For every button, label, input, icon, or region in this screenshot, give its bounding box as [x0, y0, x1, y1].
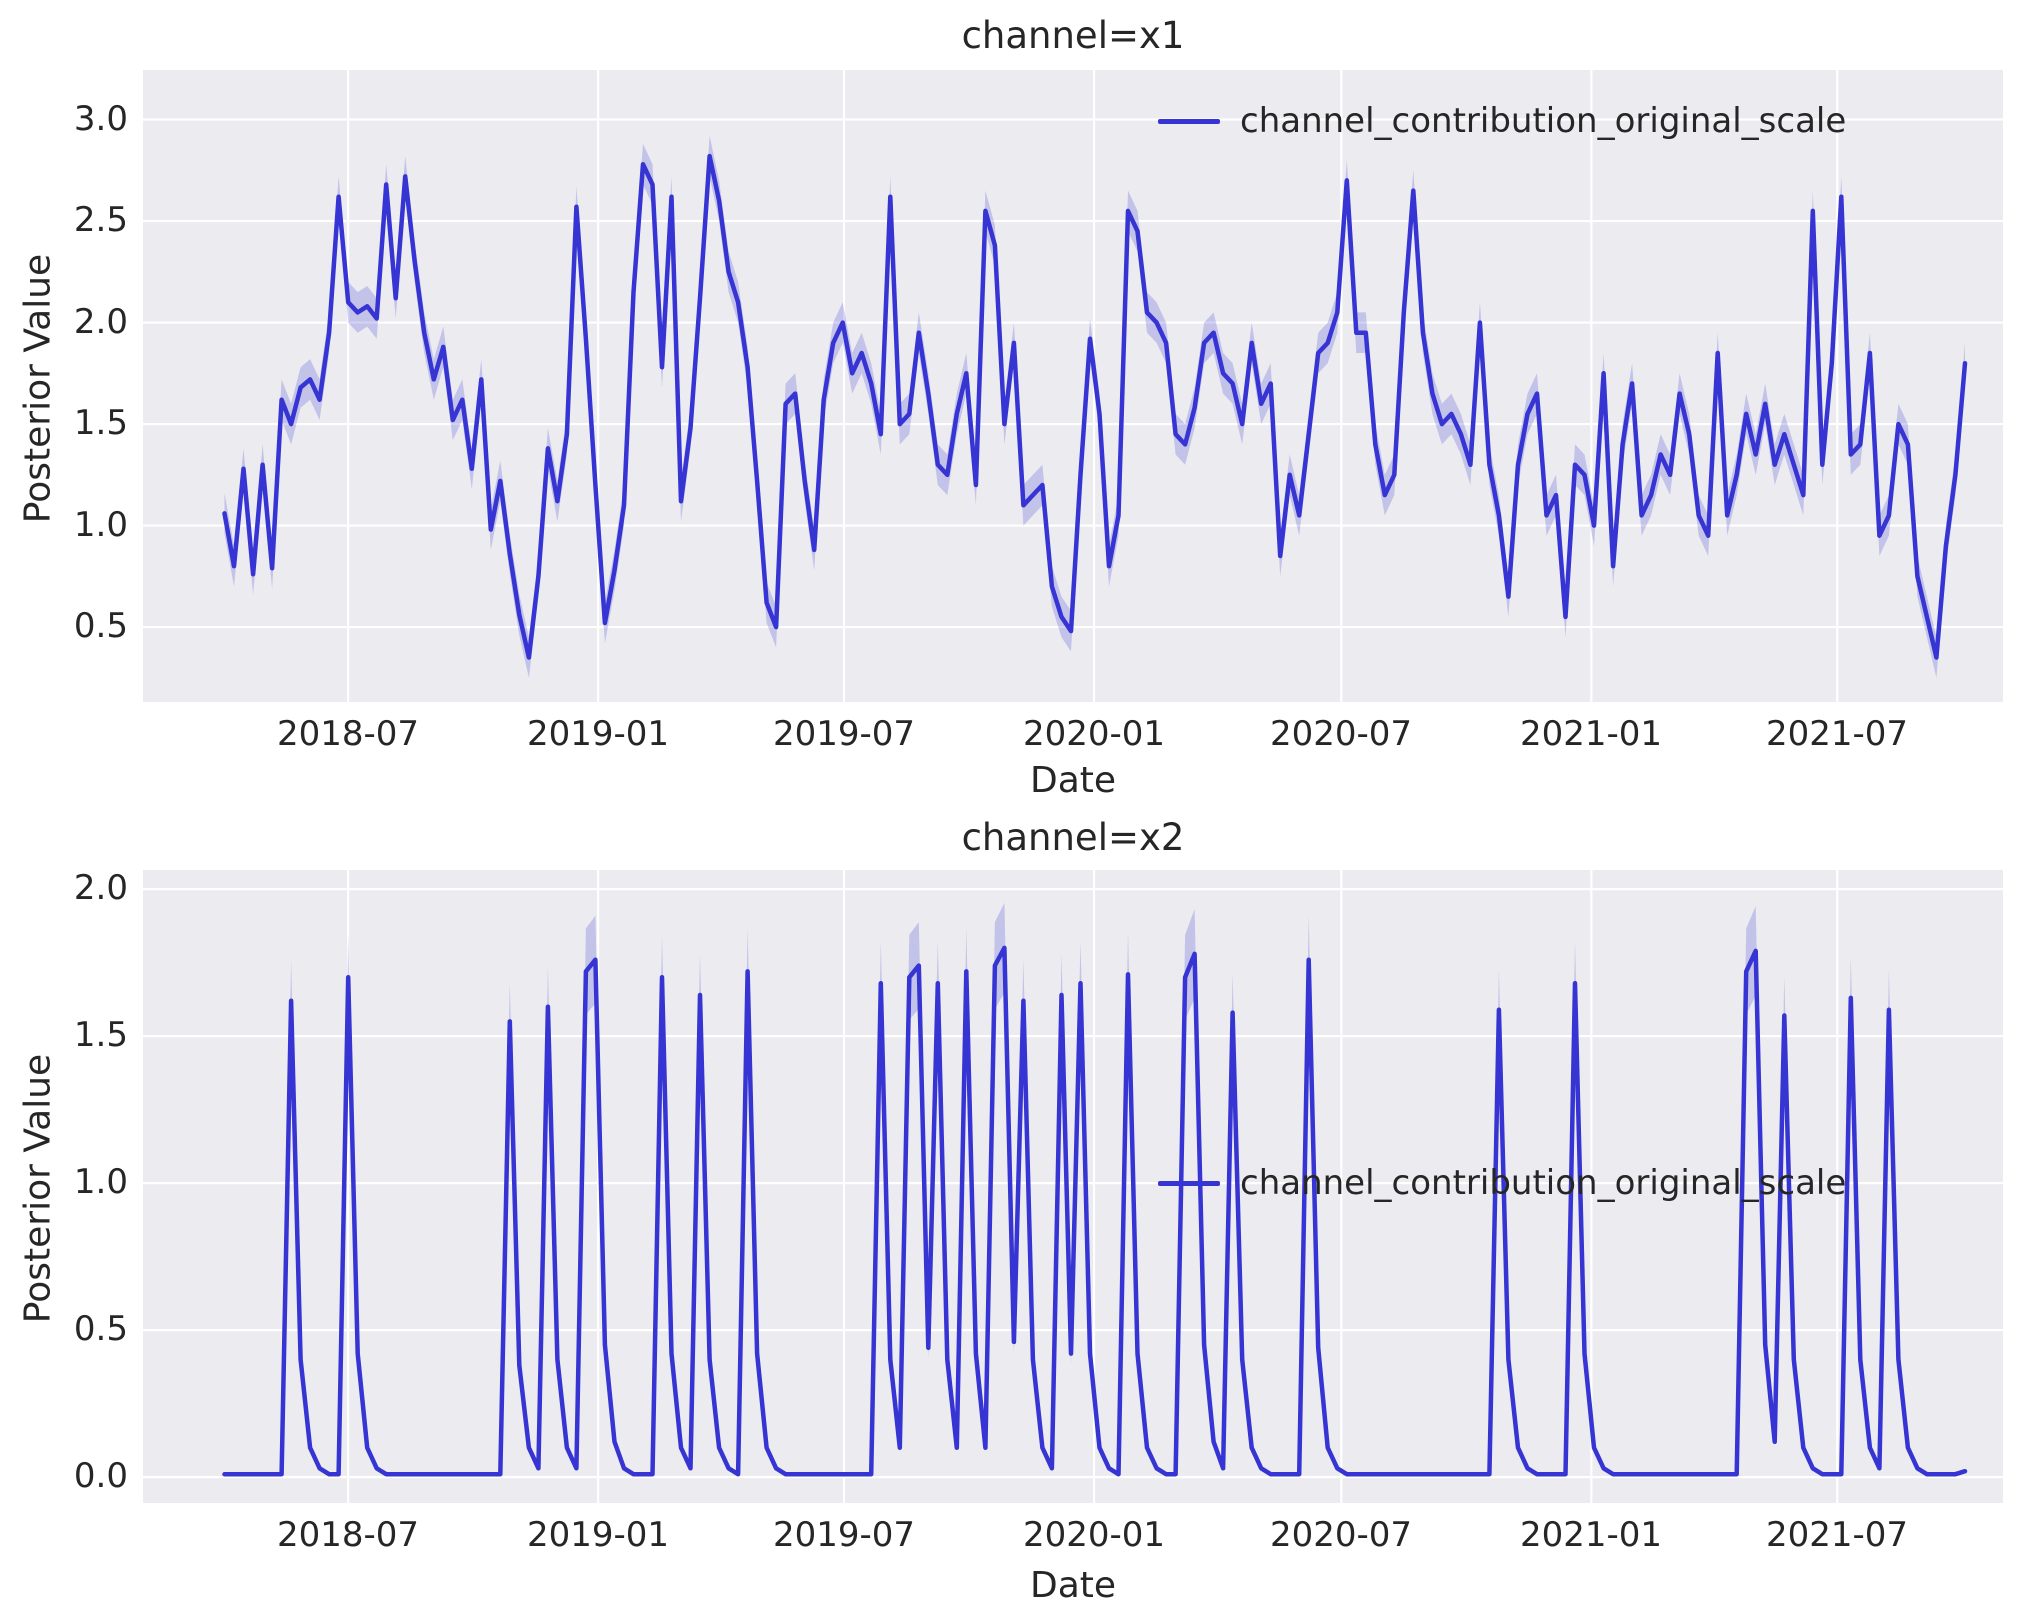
chart2-xtick-label: 2018-07: [276, 1515, 420, 1555]
chart1-ytick-label: 1.5: [73, 403, 128, 443]
chart1-xtick-label: 2021-07: [1765, 714, 1909, 754]
chart2-xtick-label: 2019-01: [526, 1515, 670, 1555]
chart2-legend-line-icon: [1158, 1180, 1220, 1186]
chart1-ytick-label: 2.5: [73, 200, 128, 240]
chart1-xtick-label: 2020-07: [1269, 714, 1413, 754]
chart2-xtick-label: 2019-07: [772, 1515, 916, 1555]
chart2-xtick-label: 2021-01: [1519, 1515, 1663, 1555]
chart2-ytick-label: 1.5: [73, 1015, 128, 1055]
axes-background: [143, 870, 2003, 1503]
chart1-xtick-label: 2018-07: [276, 714, 420, 754]
chart2-ytick-label: 2.0: [73, 868, 128, 908]
chart1-ytick-label: 1.0: [73, 505, 128, 545]
chart2-title: channel=x2: [961, 816, 1185, 859]
chart2-x-axis-label: Date: [1029, 1565, 1117, 1606]
chart1-title: channel=x1: [961, 14, 1185, 57]
chart1-x-axis-label: Date: [1029, 760, 1117, 801]
chart1-xtick-label: 2019-01: [526, 714, 670, 754]
chart1-xtick-label: 2021-01: [1519, 714, 1663, 754]
chart1-ytick-label: 0.5: [73, 606, 128, 646]
chart2-plot-area: [143, 870, 2003, 1503]
chart1-xtick-label: 2020-01: [1022, 714, 1166, 754]
chart1-ytick-label: 2.0: [73, 302, 128, 342]
chart2-legend-label: channel_contribution_original_scale: [1240, 1163, 1847, 1203]
chart2-xtick-label: 2020-01: [1022, 1515, 1166, 1555]
series-line: [222, 153, 1968, 660]
chart1-xtick-label: 2019-07: [772, 714, 916, 754]
chart2-ytick-label: 0.0: [73, 1456, 128, 1496]
chart2-legend: channel_contribution_original_scale: [1158, 1163, 1846, 1203]
chart1-plot-area: [143, 70, 2003, 702]
chart1-legend: channel_contribution_original_scale: [1158, 101, 1846, 141]
chart2-xtick-label: 2020-07: [1269, 1515, 1413, 1555]
chart2-ytick-label: 0.5: [73, 1309, 128, 1349]
chart1-ytick-label: 3.0: [73, 99, 128, 139]
chart2-xtick-label: 2021-07: [1765, 1515, 1909, 1555]
series-line: [222, 945, 1968, 1477]
chart1-legend-line-icon: [1158, 118, 1220, 124]
chart2-ytick-label: 1.0: [73, 1162, 128, 1202]
chart1-legend-label: channel_contribution_original_scale: [1240, 101, 1847, 141]
